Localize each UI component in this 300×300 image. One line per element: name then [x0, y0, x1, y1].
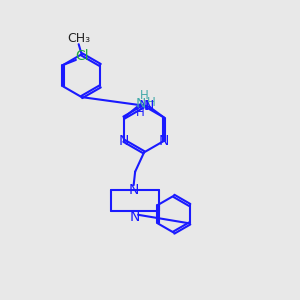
Text: H: H — [147, 96, 156, 109]
Text: CH₃: CH₃ — [67, 32, 90, 45]
Text: N: N — [135, 97, 146, 111]
Text: Cl: Cl — [76, 49, 89, 63]
Text: N: N — [119, 134, 129, 148]
Text: N: N — [139, 99, 149, 113]
Text: H: H — [136, 106, 145, 119]
Text: N: N — [159, 134, 169, 148]
Text: N: N — [143, 99, 154, 113]
Text: N: N — [130, 210, 140, 224]
Text: N: N — [128, 182, 139, 197]
Text: H: H — [140, 89, 148, 102]
